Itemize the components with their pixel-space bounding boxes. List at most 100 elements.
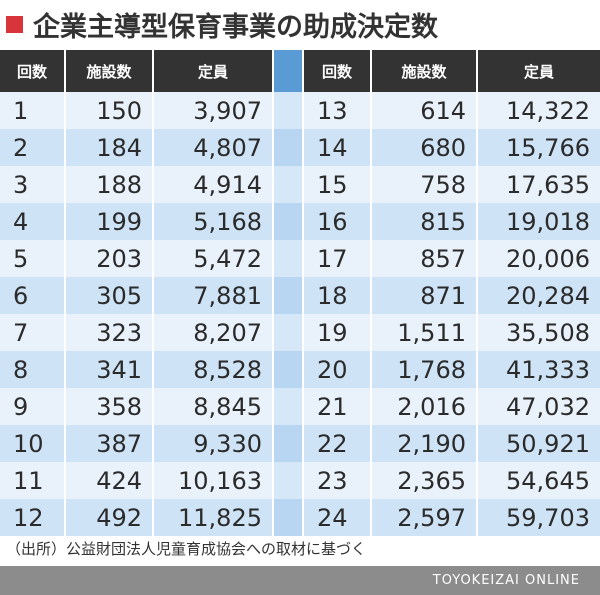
cell-round: 23: [304, 462, 372, 499]
table-row: 20 1,768 41,333: [304, 351, 600, 388]
cell-facilities: 857: [372, 240, 478, 277]
cell-round: 6: [0, 277, 66, 314]
table-row: 8 341 8,528: [0, 351, 272, 388]
footer-credit: TOYOKEIZAI ONLINE: [0, 566, 600, 595]
divider-cell: [274, 351, 302, 388]
cell-round: 24: [304, 499, 372, 536]
title-marker: [6, 15, 23, 33]
divider-header: [274, 50, 302, 92]
cell-capacity: 8,207: [193, 318, 262, 347]
cell-facilities: 614: [372, 92, 478, 129]
table-row: 19 1,511 35,508: [304, 314, 600, 351]
cell-capacity: 35,508: [506, 318, 590, 347]
cell-facilities: 2,365: [372, 462, 478, 499]
title-block: 企業主導型保育事業の助成決定数: [6, 0, 438, 48]
cell-facilities: 305: [66, 277, 154, 314]
table-left-half: 回数 施設数 定員 1 150 3,907 2 184 4,807 3 188 4,914 4 19…: [0, 50, 272, 536]
divider-cell: [274, 129, 302, 166]
table-row: 13 614 14,322: [304, 92, 600, 129]
table-row: 15 758 17,635: [304, 166, 600, 203]
divider-cell: [274, 314, 302, 351]
table-row: 4 199 5,168: [0, 203, 272, 240]
table-row: 3 188 4,914: [0, 166, 272, 203]
cell-facilities: 758: [372, 166, 478, 203]
divider-cell: [274, 166, 302, 203]
cell-facilities: 341: [66, 351, 154, 388]
divider-cell: [274, 92, 302, 129]
cell-round: 18: [304, 277, 372, 314]
table-row: 23 2,365 54,645: [304, 462, 600, 499]
cell-round: 3: [0, 166, 66, 203]
cell-round: 21: [304, 388, 372, 425]
table-body-right: 13 614 14,322 14 680 15,766 15 758 17,635 16 815 19…: [304, 92, 600, 536]
cell-facilities: 358: [66, 388, 154, 425]
cell-facilities: 2,190: [372, 425, 478, 462]
divider-cell: [274, 203, 302, 240]
table-row: 18 871 20,284: [304, 277, 600, 314]
table-row: 5 203 5,472: [0, 240, 272, 277]
cell-capacity: 4,807: [193, 133, 262, 162]
cell-round: 8: [0, 351, 66, 388]
header-capacity: 定員: [478, 50, 600, 92]
table-body-left: 1 150 3,907 2 184 4,807 3 188 4,914 4 199 5,168 5 203…: [0, 92, 272, 536]
cell-facilities: 424: [66, 462, 154, 499]
cell-capacity: 5,168: [193, 207, 262, 236]
cell-facilities: 680: [372, 129, 478, 166]
header-facilities: 施設数: [372, 50, 478, 92]
cell-round: 9: [0, 388, 66, 425]
header-capacity: 定員: [154, 50, 272, 92]
table-row: 1 150 3,907: [0, 92, 272, 129]
cell-facilities: 815: [372, 203, 478, 240]
cell-round: 22: [304, 425, 372, 462]
table-right-half: 回数 施設数 定員 13 614 14,322 14 680 15,766 15 758 17,…: [304, 50, 600, 536]
cell-capacity: 8,528: [193, 355, 262, 384]
cell-facilities: 188: [66, 166, 154, 203]
cell-round: 14: [304, 129, 372, 166]
table-row: 22 2,190 50,921: [304, 425, 600, 462]
cell-facilities: 203: [66, 240, 154, 277]
footer-label: TOYOKEIZAI ONLINE: [432, 573, 580, 588]
cell-facilities: 1,768: [372, 351, 478, 388]
cell-round: 5: [0, 240, 66, 277]
divider-cell: [274, 462, 302, 499]
table-divider: [274, 50, 302, 536]
cell-round: 11: [0, 462, 66, 499]
cell-round: 16: [304, 203, 372, 240]
table-row: 17 857 20,006: [304, 240, 600, 277]
cell-round: 1: [0, 92, 66, 129]
cell-facilities: 323: [66, 314, 154, 351]
table-header: 回数 施設数 定員: [304, 50, 600, 92]
cell-capacity: 9,330: [193, 429, 262, 458]
divider-cell: [274, 425, 302, 462]
table-row: 6 305 7,881: [0, 277, 272, 314]
cell-round: 17: [304, 240, 372, 277]
cell-round: 4: [0, 203, 66, 240]
source-note: （出所）公益財団法人児童育成協会への取材に基づく: [6, 540, 367, 558]
table-header: 回数 施設数 定員: [0, 50, 272, 92]
table-row: 24 2,597 59,703: [304, 499, 600, 536]
cell-round: 10: [0, 425, 66, 462]
cell-capacity: 17,635: [506, 170, 590, 199]
cell-capacity: 50,921: [506, 429, 590, 458]
cell-capacity: 4,914: [193, 170, 262, 199]
divider-cell: [274, 240, 302, 277]
table-row: 14 680 15,766: [304, 129, 600, 166]
table-row: 11 424 10,163: [0, 462, 272, 499]
cell-round: 7: [0, 314, 66, 351]
cell-facilities: 199: [66, 203, 154, 240]
cell-capacity: 54,645: [506, 466, 590, 495]
cell-capacity: 5,472: [193, 244, 262, 273]
divider-body: [274, 92, 302, 536]
cell-capacity: 3,907: [193, 96, 262, 125]
table-row: 9 358 8,845: [0, 388, 272, 425]
table-row: 10 387 9,330: [0, 425, 272, 462]
header-round: 回数: [304, 50, 372, 92]
table-row: 2 184 4,807: [0, 129, 272, 166]
cell-facilities: 184: [66, 129, 154, 166]
cell-capacity: 59,703: [506, 503, 590, 532]
cell-facilities: 150: [66, 92, 154, 129]
cell-capacity: 20,006: [506, 244, 590, 273]
divider-cell: [274, 388, 302, 425]
cell-facilities: 387: [66, 425, 154, 462]
cell-round: 20: [304, 351, 372, 388]
